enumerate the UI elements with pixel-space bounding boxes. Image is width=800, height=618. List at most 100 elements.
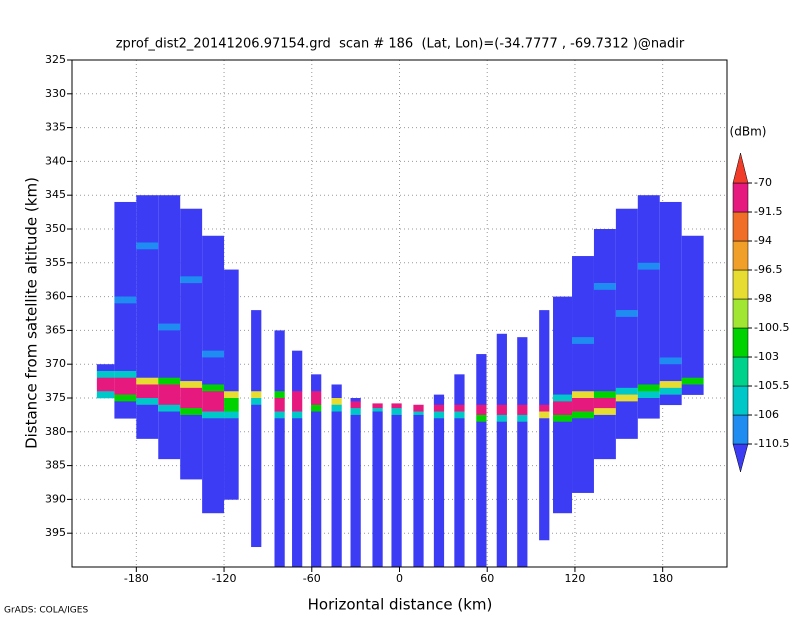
footer: GrADS: COLA/IGES [4,606,88,616]
colorbar-label: -98 [754,292,772,305]
cell [96,364,115,372]
y-tick-label: 385 [45,459,66,472]
y-tick-label: 335 [45,121,66,134]
cell [454,404,465,412]
cell [202,411,225,419]
cell [572,398,594,412]
cell [637,384,660,392]
cell [433,394,445,406]
cell [180,387,203,409]
colorbar-label: -105.5 [754,379,789,392]
colorbar-arrow [732,152,749,184]
cell [136,384,159,399]
cell [202,391,225,412]
cell [593,414,616,460]
cell [136,242,159,250]
cell [331,398,342,406]
cell [136,404,159,439]
cell [202,350,225,358]
cell [158,404,181,412]
cell [433,418,445,568]
cell [637,269,660,385]
cell [372,408,383,412]
cell [251,404,262,548]
y-tick-label: 330 [45,87,66,100]
cell [136,195,159,243]
cell [274,391,285,399]
cell [292,411,303,419]
cell [350,401,361,409]
cell [496,404,507,416]
cell [681,384,704,395]
cell [96,377,115,392]
cell [615,208,638,311]
colorbar-label: -96.5 [754,263,782,276]
cell [372,411,383,568]
colorbar-segment [732,298,749,329]
cell [637,195,660,264]
colorbar-segment [732,356,749,387]
plot-frame [71,59,728,568]
cell [539,411,550,419]
colorbar-segment [732,240,749,271]
cell [517,404,528,416]
cell [391,403,402,409]
cell [331,411,342,568]
y-tick-label: 370 [45,357,66,370]
y-tick-label: 380 [45,425,66,438]
cell [572,343,594,392]
x-tick-label: 0 [396,572,403,585]
cell [681,377,704,385]
y-tick-label: 390 [45,492,66,505]
cell [517,414,528,422]
x-tick-label: -180 [124,572,149,585]
cell [681,235,704,379]
cell [517,337,528,406]
colorbar-label: -106 [754,408,779,421]
cell [572,337,594,345]
cell [454,418,465,568]
cell [311,404,322,412]
cell [476,354,487,406]
cell [224,391,239,399]
cell [350,408,361,416]
cell [413,414,424,568]
cell [593,398,616,409]
x-axis-label: Horizontal distance (km) [308,596,493,614]
cell [202,418,225,514]
cell [180,208,203,277]
cell [158,330,181,379]
cell [433,404,445,412]
y-tick-label: 360 [45,290,66,303]
cell [517,421,528,568]
cell [224,418,239,500]
cell [114,296,137,304]
cell [553,296,573,395]
cell [96,370,115,379]
y-tick-label: 350 [45,222,66,235]
colorbar-label: -103 [754,350,779,363]
cell [350,414,361,568]
cell [496,414,507,422]
cell [659,394,682,406]
cell [180,381,203,389]
cell [593,229,616,284]
colorbar-label: -94 [754,234,772,247]
cell [114,201,137,297]
cell [158,377,181,385]
cell [372,403,383,409]
cell [553,401,573,416]
cell [659,201,682,358]
cell [476,414,487,422]
cell [350,398,361,402]
colorbar-segment [732,269,749,300]
cell [433,411,445,419]
cell [274,418,285,568]
x-tick-label: -60 [303,572,321,585]
cell [331,384,342,399]
cell [114,401,137,419]
cell [572,256,594,338]
colorbar-label: -100.5 [754,321,789,334]
cell [311,374,322,392]
cell [496,421,507,568]
